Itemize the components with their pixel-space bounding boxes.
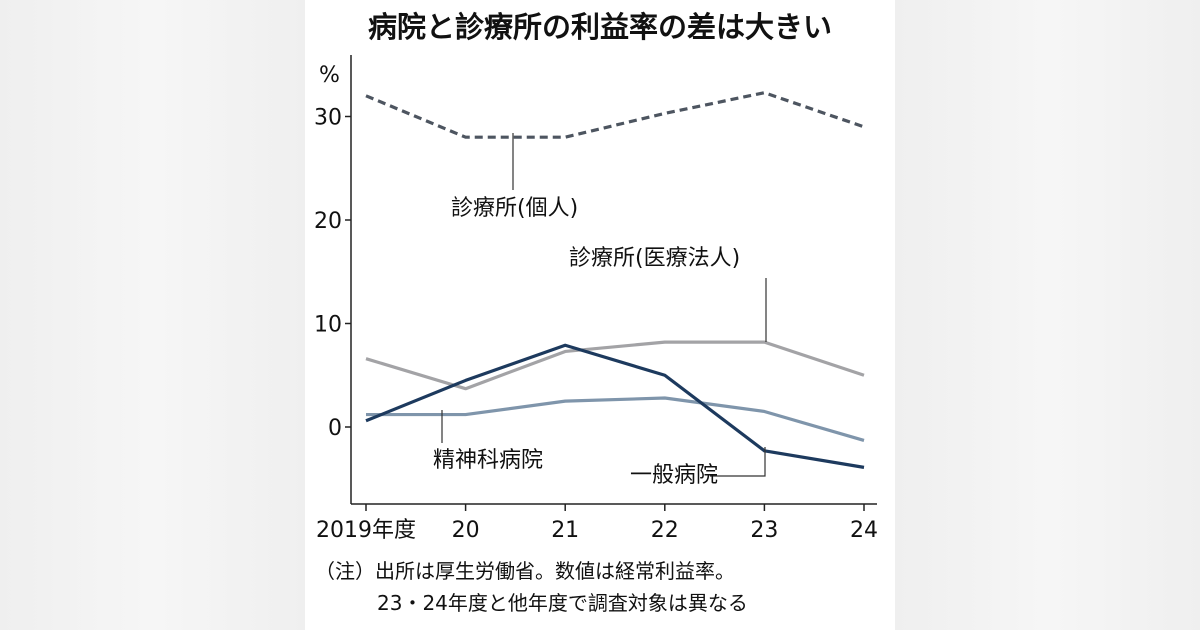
chart-title: 病院と診療所の利益率の差は大きい <box>368 10 832 44</box>
series-label: 一般病院 <box>630 463 718 488</box>
y-tick-label: 10 <box>314 313 342 338</box>
series-lines <box>365 91 865 469</box>
series-label: 診療所(個人) <box>451 196 578 221</box>
chart-card: 病院と診療所の利益率の差は大きい % 0 10 20 30 2019年度 20 21 22 2… <box>305 0 895 630</box>
note-line-1: （注）出所は厚生労働省。数値は経常利益率。 <box>315 559 735 583</box>
x-tick-label: 22 <box>651 518 679 543</box>
x-ticks: 2019年度 20 21 22 23 24 <box>316 504 878 543</box>
series-line <box>365 340 865 391</box>
background-left <box>0 0 305 630</box>
y-unit-label: % <box>319 63 340 88</box>
x-tick-label: 23 <box>750 518 778 543</box>
y-tick-label: 20 <box>314 209 342 234</box>
series-label: 診療所(医療法人) <box>569 246 740 271</box>
series-line <box>366 396 865 442</box>
background-right <box>895 0 1200 630</box>
x-tick-label: 2019年度 <box>316 518 416 543</box>
y-tick-label: 0 <box>328 416 342 441</box>
y-tick-label: 30 <box>314 106 342 131</box>
label-leader-line <box>710 447 766 477</box>
series-label: 精神科病院 <box>433 448 543 473</box>
x-tick-label: 20 <box>452 518 480 543</box>
y-ticks: 0 10 20 30 <box>314 106 351 441</box>
series-line <box>365 343 865 469</box>
note-line-2: 23・24年度と他年度で調査対象は異なる <box>377 591 748 615</box>
x-tick-label: 21 <box>551 518 579 543</box>
x-tick-label: 24 <box>850 518 878 543</box>
series-line <box>365 91 865 139</box>
